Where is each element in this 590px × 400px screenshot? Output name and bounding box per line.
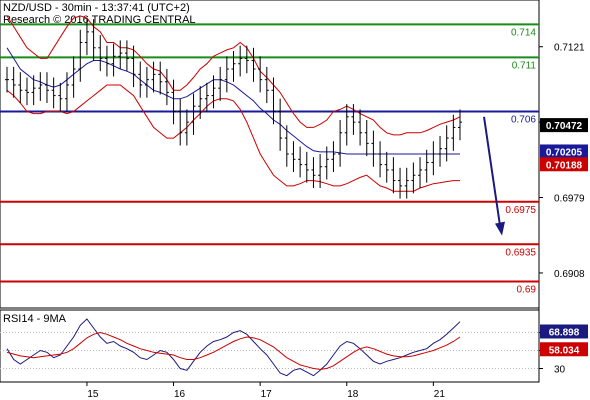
moving-average-line bbox=[6, 47, 460, 155]
rsi-tag-bg-0 bbox=[540, 324, 588, 339]
level-label-1: 0.711 bbox=[512, 60, 537, 71]
price-tag-label-1: 0.70205 bbox=[546, 147, 583, 158]
rsi-panel-frame bbox=[0, 309, 540, 383]
forecast-arrow-shaft bbox=[483, 116, 501, 226]
price-y-tick-label-0: 0.7121 bbox=[554, 43, 585, 54]
chart-header-title: NZD/USD - 30min - 13:37:41 (UTC+2) bbox=[3, 2, 190, 14]
forecast-arrow-head bbox=[495, 221, 505, 236]
rsi-tag-bg-1 bbox=[540, 342, 588, 357]
level-label-0: 0.714 bbox=[511, 27, 536, 38]
rsi-y-tick-label-2: 30 bbox=[554, 365, 566, 376]
price-y-tick-label-3: 0.6908 bbox=[554, 269, 585, 280]
price-tag-bg-2 bbox=[540, 157, 588, 172]
x-tick-label-4: 21 bbox=[434, 389, 446, 400]
level-label-3: 0.6975 bbox=[505, 205, 536, 216]
rsi-panel-title: RSI14 - 9MA bbox=[3, 313, 67, 325]
x-tick-label-3: 18 bbox=[347, 389, 359, 400]
price-tag-label-2: 0.70188 bbox=[546, 160, 583, 171]
x-tick-label-2: 17 bbox=[261, 389, 273, 400]
rsi-series-line-1 bbox=[6, 331, 461, 370]
price-y-tick-label-2: 0.6979 bbox=[554, 194, 585, 205]
price-tag-label-0: 0.70472 bbox=[546, 121, 583, 132]
rsi-tag-label-0: 68.898 bbox=[549, 327, 580, 338]
axis-layer: 0.71210.7050.69790.69080.704720.702050.7… bbox=[86, 43, 588, 400]
price-layer: 0.714 0.711 0.706 0.6975 0.6935 0.69 bbox=[0, 15, 539, 295]
x-tick-label-0: 15 bbox=[87, 389, 99, 400]
rsi-series-line-0 bbox=[6, 318, 461, 377]
rsi-tag-label-1: 58.034 bbox=[549, 345, 580, 356]
level-label-5: 0.69 bbox=[517, 284, 537, 295]
level-label-4: 0.6935 bbox=[505, 247, 536, 258]
price-tag-bg-0 bbox=[540, 118, 588, 133]
x-tick-label-1: 16 bbox=[174, 389, 186, 400]
level-label-2: 0.706 bbox=[511, 115, 536, 126]
chart-header-copyright: Research © 2016 TRADING CENTRAL bbox=[3, 14, 196, 26]
price-tag-bg-1 bbox=[540, 144, 588, 159]
bollinger-lower-line bbox=[6, 84, 460, 192]
bollinger-upper-line bbox=[6, 15, 461, 136]
rsi-layer bbox=[0, 318, 539, 377]
